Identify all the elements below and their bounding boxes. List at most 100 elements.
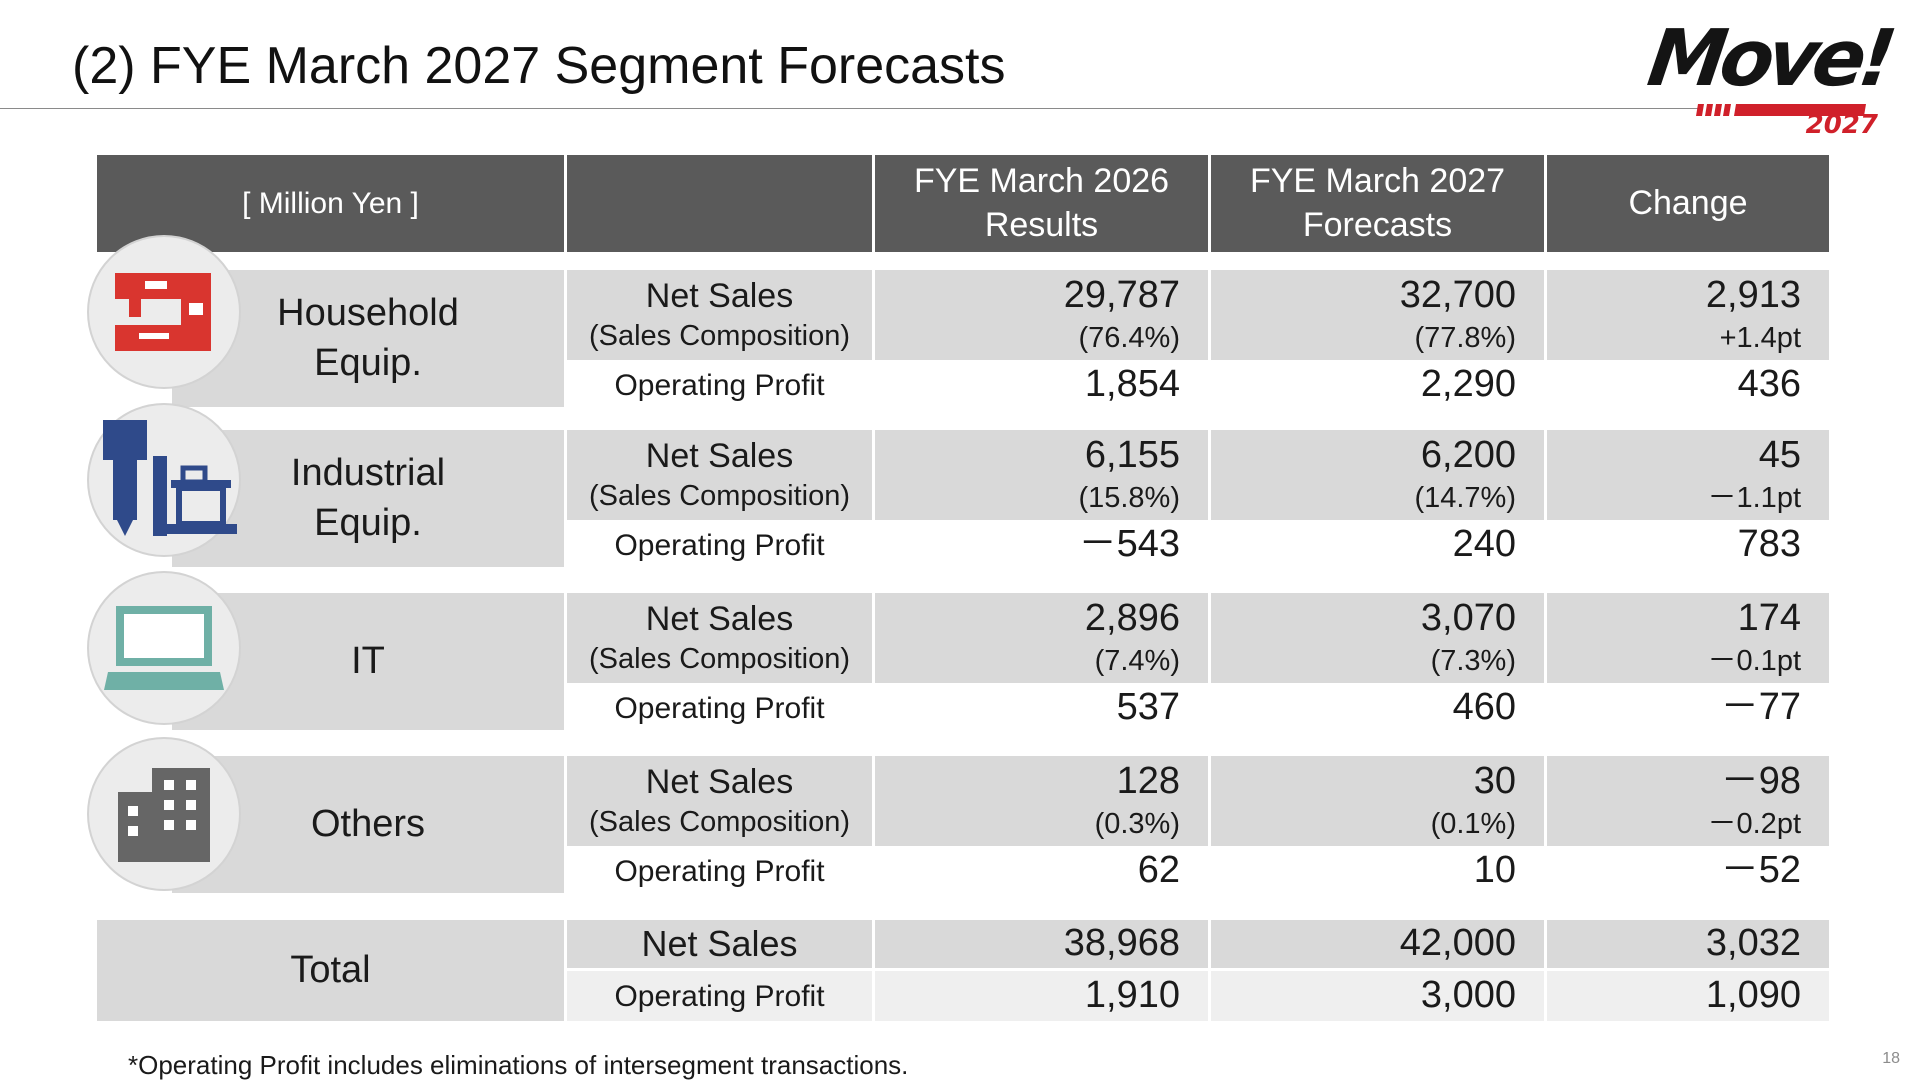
footnote: *Operating Profit includes eliminations … xyxy=(128,1050,909,1080)
operating-profit-change: 436 xyxy=(1547,363,1829,407)
header-fy2027: FYE March 2027 Forecasts xyxy=(1211,155,1544,252)
value: 32,700 xyxy=(1399,273,1516,316)
segment-forecast-table: [ Million Yen ] FYE March 2026 Results F… xyxy=(97,155,1829,1025)
segment-name-line1: Household xyxy=(277,292,459,335)
segment-name-line1: Industrial xyxy=(290,452,446,495)
net-sales-change: 2,913 +1.4pt xyxy=(1547,270,1829,360)
operating-profit-label: Operating Profit xyxy=(567,686,872,730)
net-sales-fy2027: 30 (0.1%) xyxy=(1211,756,1544,846)
header-fy2027-line2: Forecasts xyxy=(1302,205,1453,244)
move-2027-logo: Move! 2027 xyxy=(1643,14,1900,138)
operating-profit-fy2026: 537 xyxy=(875,686,1208,730)
net-sales-fy2027: 3,070 (7.3%) xyxy=(1211,593,1544,683)
total-net-sales-fy2026: 38,968 xyxy=(875,920,1208,968)
operating-profit-fy2027: 460 xyxy=(1211,686,1544,730)
total-net-sales-label: Net Sales xyxy=(567,920,872,968)
header-change: Change xyxy=(1547,155,1829,252)
header-fy2026-line1: FYE March 2026 xyxy=(913,161,1170,200)
value: 128 xyxy=(1116,759,1180,802)
operating-profit-label: Operating Profit xyxy=(567,363,872,407)
operating-profit-label: Operating Profit xyxy=(567,849,872,893)
segment-name-line1: Others xyxy=(310,802,426,845)
composition-text: (Sales Composition) xyxy=(588,806,851,838)
header-fy2026-line2: Results xyxy=(984,205,1099,244)
value: －98 xyxy=(1720,759,1801,802)
segment-name-line2: Equip. xyxy=(314,341,422,384)
it-icon-badge xyxy=(87,571,241,725)
net-sales-label: Net Sales (Sales Composition) xyxy=(567,756,872,846)
industrial-icon-badge xyxy=(87,403,241,557)
composition-text: (Sales Composition) xyxy=(588,480,851,512)
logo-year: 2027 xyxy=(1805,110,1878,140)
page-number: 18 xyxy=(1882,1050,1900,1067)
composition: －0.1pt xyxy=(1707,644,1802,677)
header-fy2026: FYE March 2026 Results xyxy=(875,155,1208,252)
laptop-icon xyxy=(104,606,224,690)
composition: +1.4pt xyxy=(1719,321,1801,354)
sewing-machine-icon xyxy=(115,273,211,351)
net-sales-fy2027: 32,700 (77.8%) xyxy=(1211,270,1544,360)
total-operating-profit-label: Operating Profit xyxy=(567,971,872,1021)
operating-profit-fy2026: 1,854 xyxy=(875,363,1208,407)
segment-name-industrial: Industrial Equip. xyxy=(172,430,564,567)
total-net-sales-change: 3,032 xyxy=(1547,920,1829,968)
total-operating-profit-fy2027: 3,000 xyxy=(1211,971,1544,1021)
composition-text: (Sales Composition) xyxy=(588,643,851,675)
composition: －1.1pt xyxy=(1707,481,1802,514)
net-sales-fy2026: 128 (0.3%) xyxy=(875,756,1208,846)
operating-profit-fy2026: －543 xyxy=(875,523,1208,567)
total-operating-profit-change: 1,090 xyxy=(1547,971,1829,1021)
net-sales-fy2027: 6,200 (14.7%) xyxy=(1211,430,1544,520)
operating-profit-change: －52 xyxy=(1547,849,1829,893)
net-sales-change: 45 －1.1pt xyxy=(1547,430,1829,520)
composition: (76.4%) xyxy=(1078,321,1180,354)
total-label: Total xyxy=(97,920,564,1021)
value: 6,200 xyxy=(1420,433,1516,476)
composition: (15.8%) xyxy=(1078,481,1180,514)
net-sales-fy2026: 2,896 (7.4%) xyxy=(875,593,1208,683)
net-sales-text: Net Sales xyxy=(645,277,794,316)
net-sales-fy2026: 29,787 (76.4%) xyxy=(875,270,1208,360)
net-sales-label: Net Sales (Sales Composition) xyxy=(567,593,872,683)
net-sales-fy2026: 6,155 (15.8%) xyxy=(875,430,1208,520)
net-sales-change: 174 －0.1pt xyxy=(1547,593,1829,683)
total-net-sales-fy2027: 42,000 xyxy=(1211,920,1544,968)
net-sales-label: Net Sales (Sales Composition) xyxy=(567,270,872,360)
value: 3,070 xyxy=(1420,596,1516,639)
industrial-robot-icon xyxy=(103,420,237,536)
logo-speed-bars xyxy=(1696,104,1866,116)
segment-name-line1: IT xyxy=(351,639,385,682)
page-title: (2) FYE March 2027 Segment Forecasts xyxy=(72,37,1006,95)
value: 29,787 xyxy=(1063,273,1180,316)
value: 45 xyxy=(1758,433,1801,476)
operating-profit-fy2027: 10 xyxy=(1211,849,1544,893)
net-sales-label: Net Sales (Sales Composition) xyxy=(567,430,872,520)
value: 30 xyxy=(1473,759,1516,802)
operating-profit-label: Operating Profit xyxy=(567,523,872,567)
header-fy2027-line1: FYE March 2027 xyxy=(1249,161,1506,200)
net-sales-text: Net Sales xyxy=(645,600,794,639)
composition-text: (Sales Composition) xyxy=(588,320,851,352)
operating-profit-fy2026: 62 xyxy=(875,849,1208,893)
composition: －0.2pt xyxy=(1707,807,1802,840)
operating-profit-change: －77 xyxy=(1547,686,1829,730)
composition: (77.8%) xyxy=(1414,321,1516,354)
composition: (0.1%) xyxy=(1430,807,1516,840)
net-sales-change: －98 －0.2pt xyxy=(1547,756,1829,846)
building-icon xyxy=(118,768,210,862)
value: 6,155 xyxy=(1084,433,1180,476)
logo-word: Move! xyxy=(1643,14,1897,104)
composition: (7.4%) xyxy=(1094,644,1180,677)
composition: (14.7%) xyxy=(1414,481,1516,514)
header-blank xyxy=(567,155,872,252)
operating-profit-fy2027: 2,290 xyxy=(1211,363,1544,407)
total-operating-profit-fy2026: 1,910 xyxy=(875,971,1208,1021)
segment-name-line2: Equip. xyxy=(314,501,422,544)
operating-profit-fy2027: 240 xyxy=(1211,523,1544,567)
title-divider xyxy=(0,108,1700,109)
others-icon-badge xyxy=(87,737,241,891)
value: 2,896 xyxy=(1084,596,1180,639)
operating-profit-change: 783 xyxy=(1547,523,1829,567)
net-sales-text: Net Sales xyxy=(645,763,794,802)
household-icon-badge xyxy=(87,235,241,389)
